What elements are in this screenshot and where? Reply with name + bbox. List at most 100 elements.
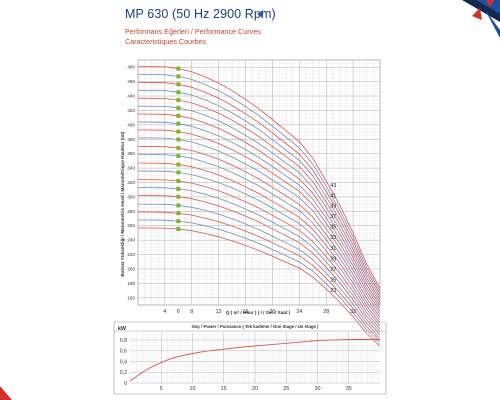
- main-x-tick-label: 12: [216, 309, 222, 315]
- main-y-tick-label: 300: [127, 194, 135, 199]
- power-y-tick-label: 0,8: [120, 338, 127, 344]
- main-y-tick-label: 180: [127, 281, 135, 286]
- operating-point-marker: [176, 219, 181, 224]
- curve-stages-33: [137, 146, 381, 318]
- subtitle-french: Caracteristiques Courbes: [125, 37, 207, 46]
- main-y-tick-label: 480: [127, 65, 135, 70]
- main-x-tick-label: 4: [163, 309, 166, 315]
- operating-point-marker: [176, 146, 181, 151]
- stage-label: 43: [330, 183, 336, 189]
- main-y-tick-label: 220: [127, 252, 135, 257]
- stage-label: 39: [330, 204, 336, 210]
- stage-label: 37: [330, 214, 336, 220]
- power-x-tick-label: 20: [252, 386, 258, 392]
- curve-stages-27: [137, 195, 381, 335]
- curve-stages-25: [137, 211, 381, 341]
- operating-point-marker: [176, 105, 181, 110]
- operating-point-marker: [176, 170, 181, 175]
- power-x-tick-label: 15: [221, 386, 227, 392]
- curve-stages-35: [137, 129, 381, 312]
- curve-stages-36: [137, 121, 381, 309]
- power-y-tick-label: 0,4: [120, 359, 127, 365]
- curve-stages-29: [137, 179, 381, 330]
- curve-stages-34: [137, 137, 381, 315]
- main-x-tick-label: 8: [190, 309, 193, 315]
- operating-point-marker: [176, 121, 181, 126]
- power-chart-axis: Güç / Power / Puissance ( Tek kademe / O…: [118, 324, 352, 392]
- curve-stages-28: [137, 187, 381, 333]
- operating-point-marker: [176, 66, 181, 71]
- operating-point-marker: [176, 129, 181, 134]
- main-y-tick-label: 200: [127, 266, 135, 271]
- operating-point-marker: [176, 227, 181, 232]
- operating-point-marker: [176, 203, 181, 208]
- main-y-tick-label: 160: [127, 295, 135, 300]
- operating-point-marker: [176, 82, 181, 87]
- power-y-tick-label: 0: [124, 381, 127, 387]
- title-arrow-icon: [257, 10, 263, 18]
- main-chart-grid: [137, 59, 381, 306]
- operating-point-marker: [176, 98, 181, 103]
- corner-red-icon: [0, 386, 12, 400]
- operating-point-marker: [176, 137, 181, 142]
- corner-decoration-icon: [462, 0, 500, 38]
- curve-stages-24: [137, 219, 381, 344]
- power-x-tick-label: 30: [315, 386, 321, 392]
- stage-label: 31: [330, 246, 336, 252]
- operating-point-marker: [176, 194, 181, 199]
- curve-stages-23: [137, 227, 381, 347]
- main-y-tick-label: 280: [127, 209, 135, 214]
- curve-stages-30: [137, 170, 381, 327]
- curve-stages-42: [137, 74, 381, 292]
- operating-point-marker: [176, 162, 181, 167]
- main-x-axis-label: Q ( m³ / Hour ) ( l / Sec / Saat ): [226, 310, 291, 315]
- main-x-tick-label: 6: [177, 309, 180, 315]
- stage-label: 41: [330, 193, 336, 199]
- operating-point-marker: [176, 211, 181, 216]
- power-y-axis-label: kW: [118, 326, 127, 332]
- operating-point-marker: [176, 186, 181, 191]
- curve-stages-40: [137, 89, 381, 298]
- chart-title: MP 630 (50 Hz 2900 Rpm): [125, 7, 276, 21]
- curve-stages-26: [137, 203, 381, 339]
- main-y-tick-label: 380: [127, 137, 135, 142]
- main-x-tick-label: 24: [296, 309, 302, 315]
- power-x-tick-label: 25: [283, 386, 289, 392]
- power-chart-grid: [113, 321, 387, 395]
- main-x-tick-label: 16: [243, 309, 249, 315]
- operating-point-marker: [176, 74, 181, 79]
- operating-point-marker: [176, 179, 181, 184]
- power-chart-title: Güç / Power / Puissance ( Tek kademe / O…: [192, 324, 320, 329]
- main-x-tick-label: 20: [269, 309, 275, 315]
- main-y-tick-label: 320: [127, 180, 135, 185]
- main-x-tick-label: 28: [323, 309, 329, 315]
- power-y-tick-label: 0,6: [120, 349, 127, 355]
- stage-label: 35: [330, 224, 336, 230]
- curve-stages-41: [137, 81, 381, 295]
- curve-stages-31: [137, 162, 381, 324]
- curve-stages-39: [137, 97, 381, 300]
- main-chart-stage-labels: 43 41 39 37 35 33 31 29 27 25 23: [330, 183, 336, 294]
- main-chart-curves: [137, 66, 381, 347]
- power-x-tick-label: 10: [190, 386, 196, 392]
- main-y-tick-label: 340: [127, 166, 135, 171]
- power-y-tick-label: 0,2: [120, 370, 127, 376]
- operating-point-marker: [176, 90, 181, 95]
- stage-label: 25: [330, 278, 336, 284]
- main-y-tick-label: 240: [127, 238, 135, 243]
- subtitle-performance: Performans Eğerleri / Performance Curves: [125, 27, 261, 36]
- stage-label: 29: [330, 257, 336, 263]
- power-chart-curve: [129, 339, 380, 382]
- main-chart-markers: [176, 66, 181, 232]
- main-y-axis-label: Basma Yüksekliği / Manometric Head / Man…: [120, 131, 125, 276]
- stage-label: 27: [330, 267, 336, 273]
- curve-stages-43: [137, 66, 381, 289]
- power-x-tick-label: 35: [346, 386, 352, 392]
- main-y-tick-label: 460: [127, 79, 135, 84]
- stage-label: 23: [330, 288, 336, 294]
- main-y-tick-label: 260: [127, 223, 135, 228]
- operating-point-marker: [176, 153, 181, 158]
- curve-stages-37: [137, 113, 381, 306]
- main-x-tick-label: 32: [350, 309, 356, 315]
